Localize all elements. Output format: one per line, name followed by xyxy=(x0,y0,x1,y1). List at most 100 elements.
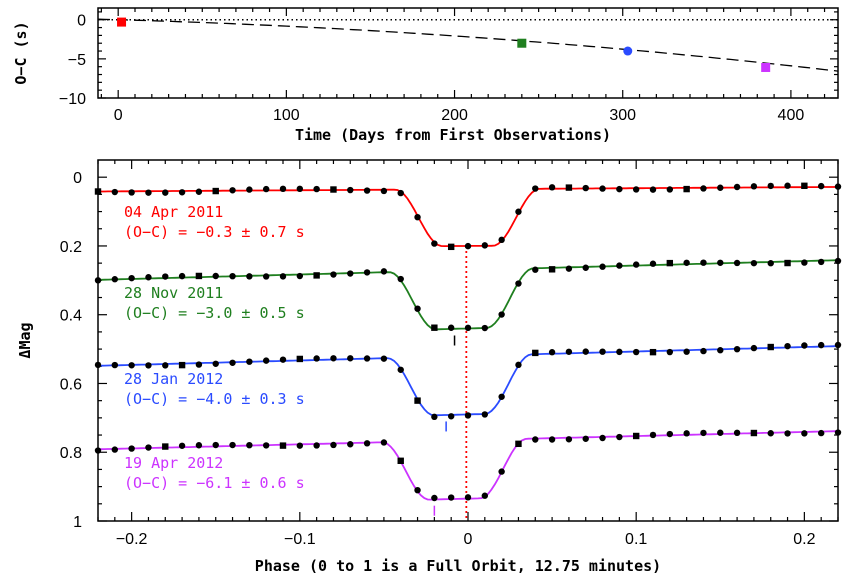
lc-data-point xyxy=(447,494,455,501)
lc-data-point xyxy=(195,188,203,195)
lc-data-point xyxy=(162,362,169,369)
lc-data-point xyxy=(330,441,337,449)
lc-data-point xyxy=(599,263,606,270)
lc-data-point xyxy=(330,355,337,362)
lc-data-point xyxy=(330,186,337,193)
lc-data-point xyxy=(548,349,556,356)
lc-data-point xyxy=(532,349,539,357)
lc-data-point xyxy=(717,347,724,354)
lc-y-axis-title: ΔMag xyxy=(16,322,34,358)
lc-data-point xyxy=(817,182,825,190)
lc-data-point xyxy=(733,259,741,267)
lc-data-point xyxy=(582,264,589,271)
lc-data-point xyxy=(649,348,657,356)
lc-data-point xyxy=(582,435,589,442)
lc-data-point xyxy=(431,413,438,421)
lc-data-point xyxy=(548,266,556,273)
lc-data-point xyxy=(717,429,724,436)
lc-x-tick-label: −0.2 xyxy=(116,531,148,548)
lc-data-point xyxy=(481,492,489,499)
lc-data-point xyxy=(111,188,119,196)
lc-data-point xyxy=(431,324,438,331)
lc-data-point xyxy=(481,242,489,249)
lc-data-point xyxy=(246,186,253,193)
oc-y-tick-label: 0 xyxy=(77,13,86,30)
lc-data-point xyxy=(246,273,253,280)
lc-series-oc: (O−C) = −0.3 ± 0.7 s xyxy=(124,223,305,241)
lc-data-point xyxy=(532,436,539,443)
lc-data-point xyxy=(834,257,842,265)
lc-data-point xyxy=(380,439,388,446)
lc-data-point xyxy=(498,468,505,475)
lc-data-point xyxy=(632,432,640,440)
lc-data-point xyxy=(649,431,657,439)
lc-data-point xyxy=(717,259,724,266)
lc-data-point xyxy=(632,261,640,268)
lc-data-point xyxy=(128,445,135,452)
lc-series-date: 28 Nov 2011 xyxy=(124,284,223,302)
oc-point xyxy=(623,46,633,56)
lc-data-point xyxy=(632,348,640,356)
lc-series-date: 19 Apr 2012 xyxy=(124,454,223,472)
lc-data-point xyxy=(397,366,404,373)
lc-data-point xyxy=(94,447,102,454)
oc-plot-frame xyxy=(97,7,839,99)
lc-data-point xyxy=(145,274,152,281)
lc-data-point xyxy=(414,486,421,494)
lc-data-point xyxy=(296,442,304,449)
lc-data-point xyxy=(767,260,774,267)
lc-series-date: 28 Jan 2012 xyxy=(124,370,223,388)
oc-point xyxy=(517,38,527,48)
lc-data-point xyxy=(616,262,623,269)
lc-data-point xyxy=(145,362,152,369)
lc-data-point xyxy=(464,494,472,501)
lc-data-point xyxy=(94,188,102,195)
lc-data-point xyxy=(565,348,573,355)
lc-data-point xyxy=(431,240,438,247)
lc-data-point xyxy=(750,429,758,437)
lc-data-point xyxy=(801,430,808,437)
lc-data-point xyxy=(700,429,707,437)
lc-data-point xyxy=(212,360,219,367)
lc-data-point xyxy=(262,273,270,280)
lc-data-point xyxy=(128,362,135,369)
lc-x-tick-label: 0 xyxy=(464,531,473,548)
lc-data-point xyxy=(632,186,640,193)
oc-point xyxy=(117,17,127,27)
lc-y-tick-label: 0 xyxy=(73,170,82,187)
lc-data-point xyxy=(397,189,404,197)
lc-data-point xyxy=(733,183,741,191)
lc-data-point xyxy=(262,442,270,449)
lc-data-point xyxy=(195,361,203,368)
lc-data-point xyxy=(262,357,270,364)
lc-data-point xyxy=(784,430,791,437)
lc-data-point xyxy=(817,258,825,266)
lc-x-axis-title: Phase (0 to 1 is a Full Orbit, 12.75 min… xyxy=(255,557,661,575)
lc-data-point xyxy=(296,272,304,280)
lc-data-point xyxy=(313,185,320,193)
lc-y-tick-label: 0.4 xyxy=(60,308,82,325)
lc-data-point xyxy=(599,185,606,192)
oc-y-axis-title: O−C (s) xyxy=(12,21,30,84)
lc-data-point xyxy=(784,259,791,267)
lc-data-point xyxy=(195,442,203,449)
oc-y-tick-label: −5 xyxy=(68,52,86,69)
oc-x-tick-label: 300 xyxy=(609,107,636,124)
lc-data-point xyxy=(246,358,253,365)
lc-data-point xyxy=(212,441,219,449)
oc-trend-curve xyxy=(97,18,839,72)
lc-data-point xyxy=(414,213,421,221)
lc-data-point xyxy=(262,185,270,193)
lc-series-oc: (O−C) = −6.1 ± 0.6 s xyxy=(124,474,305,492)
lc-data-point xyxy=(532,185,539,192)
lc-data-point xyxy=(431,494,438,502)
oc-y-tick-label: −10 xyxy=(59,91,86,108)
lc-data-point xyxy=(162,273,169,280)
lc-y-tick-label: 0.8 xyxy=(60,445,82,462)
lc-data-point xyxy=(817,429,825,437)
lc-data-point xyxy=(178,361,186,369)
oc-x-tick-label: 100 xyxy=(273,107,300,124)
lc-data-point xyxy=(666,259,674,267)
lc-data-point xyxy=(313,272,320,279)
lc-data-point xyxy=(347,186,354,194)
